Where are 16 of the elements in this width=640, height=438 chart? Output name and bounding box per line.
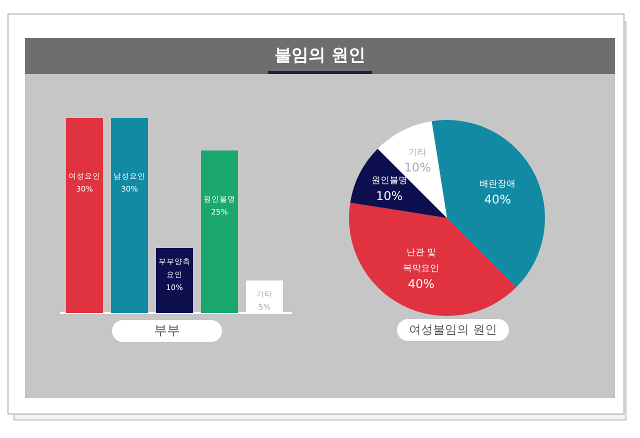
data-label: 10% [404,160,431,175]
bar [66,118,103,313]
data-label: 10% [376,188,403,203]
slice-label: 기타 [408,148,427,158]
x-axis-title: 부부 [154,324,180,339]
slice-label: 난관 및 복막요인 [403,248,440,274]
slice-label: 배란장애 [480,180,516,190]
pie-slice [349,202,516,316]
text: 여성불임의 원인 [409,322,497,336]
data-label: 40% [484,192,511,206]
bar [111,118,148,313]
data-label: 40% [408,276,435,291]
bar [201,150,238,313]
pie-slice [350,148,447,218]
chart-title: 불임의 원인 [274,46,366,66]
bar [156,248,193,313]
